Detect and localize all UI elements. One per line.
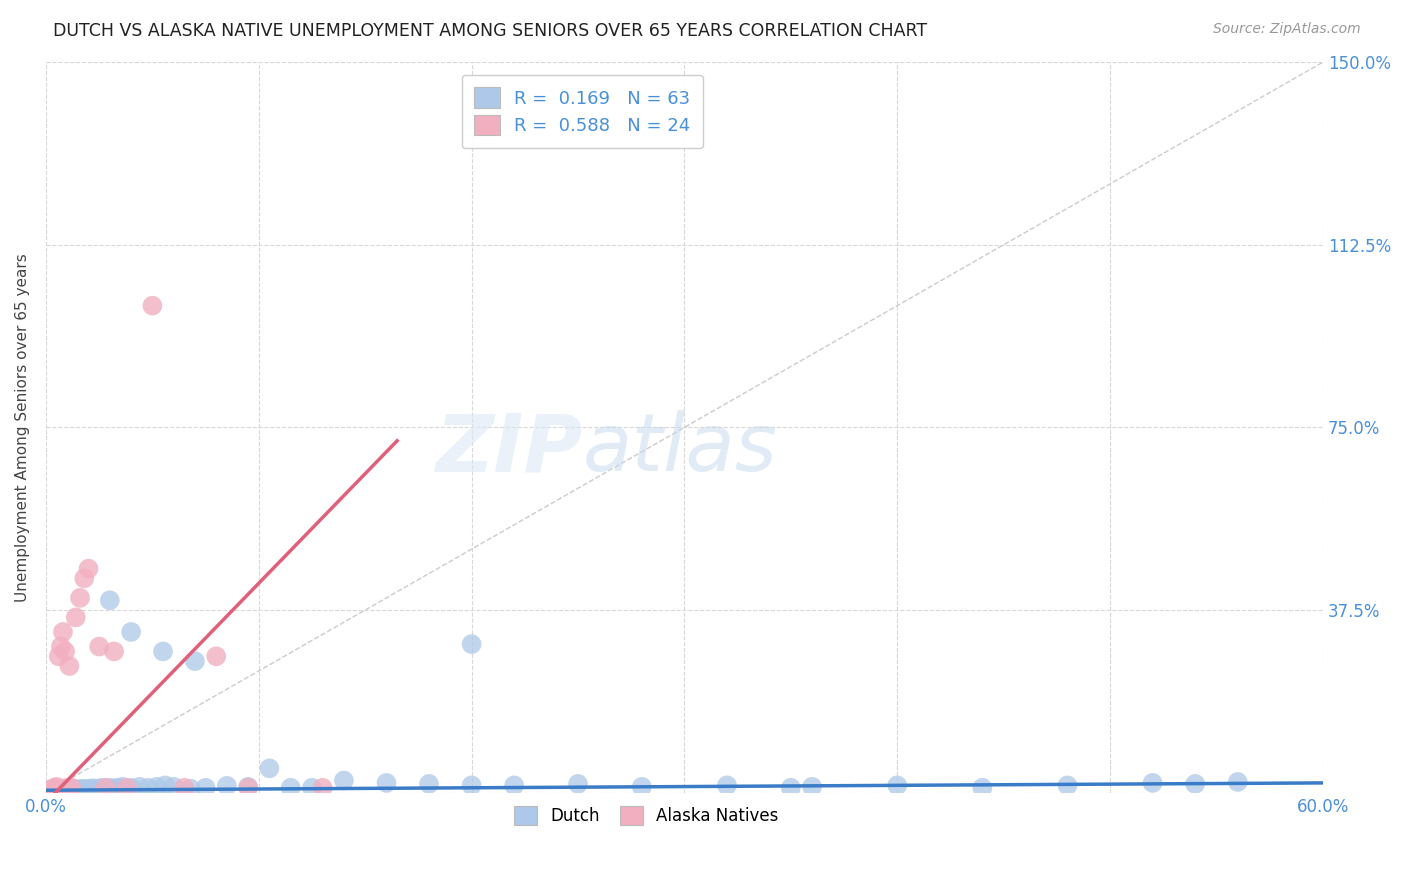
Point <box>39 783 62 797</box>
Point <box>45 780 67 794</box>
Point <box>49 640 72 654</box>
Point <box>53 644 76 658</box>
Point <box>41 781 63 796</box>
Point <box>259 761 281 775</box>
Point <box>567 777 589 791</box>
Point <box>62 781 84 796</box>
Point <box>94 781 117 796</box>
Point <box>103 781 125 796</box>
Point <box>236 780 259 794</box>
Text: ZIP: ZIP <box>434 410 582 488</box>
Legend: Dutch, Alaska Natives: Dutch, Alaska Natives <box>503 797 789 836</box>
Point <box>45 783 67 797</box>
Point <box>120 780 142 795</box>
Point <box>56 783 79 797</box>
Point <box>503 778 526 792</box>
Point <box>94 780 117 795</box>
Point <box>75 782 97 797</box>
Point <box>180 781 202 796</box>
Point <box>86 781 108 796</box>
Point <box>60 783 83 797</box>
Point <box>48 649 70 664</box>
Point <box>153 778 176 792</box>
Point <box>115 780 138 795</box>
Point <box>52 782 75 797</box>
Text: atlas: atlas <box>582 410 778 488</box>
Point <box>184 654 207 668</box>
Point <box>136 780 159 795</box>
Point <box>128 780 150 794</box>
Point <box>1226 775 1249 789</box>
Point <box>716 778 738 792</box>
Point <box>52 624 75 639</box>
Point <box>98 593 121 607</box>
Point <box>120 624 142 639</box>
Point <box>801 780 824 794</box>
Point <box>145 780 167 794</box>
Point <box>73 571 96 585</box>
Y-axis label: Unemployment Among Seniors over 65 years: Unemployment Among Seniors over 65 years <box>15 253 30 602</box>
Point <box>1056 778 1078 792</box>
Point <box>418 777 440 791</box>
Point <box>44 782 66 797</box>
Point <box>90 780 112 795</box>
Point <box>333 773 356 788</box>
Point <box>886 778 908 792</box>
Point <box>39 783 62 797</box>
Point <box>103 644 125 658</box>
Point <box>58 659 80 673</box>
Point <box>972 780 994 795</box>
Point <box>79 782 101 797</box>
Point <box>41 783 63 797</box>
Point <box>73 782 96 797</box>
Text: Source: ZipAtlas.com: Source: ZipAtlas.com <box>1213 22 1361 37</box>
Point <box>460 637 482 651</box>
Text: DUTCH VS ALASKA NATIVE UNEMPLOYMENT AMONG SENIORS OVER 65 YEARS CORRELATION CHAR: DUTCH VS ALASKA NATIVE UNEMPLOYMENT AMON… <box>53 22 928 40</box>
Point <box>236 780 259 795</box>
Point <box>280 780 302 795</box>
Point <box>82 781 104 796</box>
Point <box>56 780 79 795</box>
Point <box>44 780 66 795</box>
Point <box>375 776 398 790</box>
Point <box>65 782 87 797</box>
Point <box>779 780 801 795</box>
Point <box>53 781 76 796</box>
Point <box>301 780 323 795</box>
Point <box>70 781 93 796</box>
Point <box>460 778 482 792</box>
Point <box>89 640 111 654</box>
Point <box>141 299 163 313</box>
Point <box>48 782 70 797</box>
Point <box>215 779 238 793</box>
Point <box>66 782 89 797</box>
Point <box>205 649 228 664</box>
Point <box>1142 776 1164 790</box>
Point <box>631 780 654 794</box>
Point <box>163 780 186 794</box>
Point <box>49 783 72 797</box>
Point <box>58 782 80 797</box>
Point <box>311 780 333 795</box>
Point <box>77 781 100 796</box>
Point <box>69 783 91 797</box>
Point <box>77 561 100 575</box>
Point <box>1184 777 1206 791</box>
Point <box>107 780 129 795</box>
Point <box>98 780 121 795</box>
Point <box>56 782 79 797</box>
Point <box>111 780 134 794</box>
Point <box>152 644 174 658</box>
Point <box>194 780 217 795</box>
Point <box>173 780 195 795</box>
Point <box>69 591 91 605</box>
Point <box>65 610 87 624</box>
Point <box>60 780 83 795</box>
